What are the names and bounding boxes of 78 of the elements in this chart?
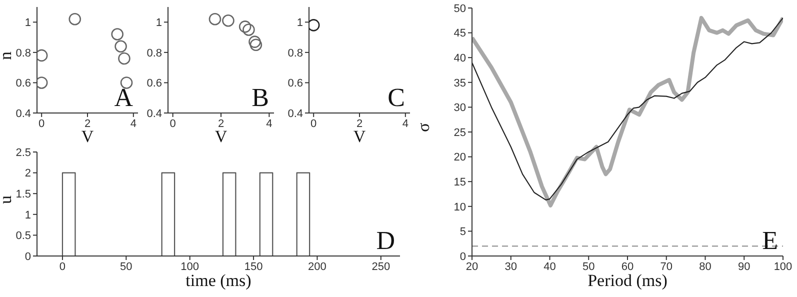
- x-axis-title: time (ms): [186, 271, 252, 290]
- point: [250, 38, 262, 52]
- x-tick-label: 250: [372, 260, 390, 273]
- x-tick-label: 0: [310, 118, 317, 130]
- y-tick-label: 0.8: [288, 47, 303, 60]
- y-tick-label: 20: [454, 152, 466, 164]
- x-axis-title: V: [353, 127, 366, 146]
- y-tick-label: 0.6: [288, 78, 303, 90]
- y-tick-label: 0.4: [288, 108, 303, 120]
- y-tick-label: 0.4: [146, 108, 162, 120]
- x-tick-label: 80: [699, 260, 712, 273]
- x-tick-label: 4: [266, 118, 272, 130]
- y-tick-label: 1: [24, 17, 31, 30]
- x-tick-label: 90: [738, 260, 750, 273]
- x-axis-title: Period (ms): [588, 271, 668, 290]
- y-tick-label: 10: [454, 201, 466, 214]
- x-tick-label: 4: [402, 118, 408, 130]
- y-tick-label: 1: [296, 17, 303, 30]
- y-tick-label: 50: [454, 2, 466, 15]
- x-tick-label: 2: [84, 118, 91, 130]
- x-tick-label: 0: [170, 118, 176, 130]
- annotation: C: [388, 83, 405, 112]
- point: [248, 36, 261, 48]
- y-tick-label: 25: [454, 126, 466, 139]
- point: [118, 52, 130, 65]
- x-tick-label: 30: [504, 260, 517, 273]
- x-tick-label: 100: [774, 260, 792, 273]
- y-axis-title: σ: [414, 122, 434, 132]
- x-tick-label: 70: [660, 260, 672, 273]
- y-tick-label: 2: [24, 168, 31, 180]
- y-tick-label: 45: [454, 28, 466, 40]
- point: [37, 49, 48, 62]
- y-tick-label: 0.8: [16, 47, 31, 60]
- y-tick-label: 30: [454, 102, 466, 114]
- x-tick-label: 2: [356, 118, 363, 130]
- x-axis-title: V: [214, 127, 228, 146]
- y-tick-label: 1: [156, 17, 162, 30]
- x-tick-label: 50: [120, 260, 132, 273]
- annotation: E: [762, 226, 778, 255]
- y-tick-label: 0: [460, 250, 466, 263]
- x-tick-label: 4: [130, 118, 136, 130]
- y-tick-label: 0.8: [146, 47, 162, 60]
- y-axis-title: n: [0, 51, 16, 60]
- point: [68, 12, 82, 26]
- point: [37, 76, 48, 89]
- point: [120, 76, 133, 89]
- y-tick-label: 0.5: [16, 230, 31, 242]
- y-tick-label: 0.4: [16, 108, 31, 120]
- point: [242, 24, 255, 36]
- x-tick-label: 100: [180, 260, 200, 273]
- y-tick-label: 0: [24, 250, 31, 263]
- x-tick-label: 200: [308, 260, 326, 273]
- point: [114, 40, 127, 53]
- y-tick-label: 2.5: [16, 146, 31, 159]
- point: [111, 28, 124, 40]
- x-tick-label: 2: [218, 118, 224, 130]
- x-axis-title: V: [81, 127, 94, 146]
- y-tick-label: 40: [454, 52, 466, 65]
- y-tick-label: 0.6: [146, 78, 162, 90]
- point: [222, 14, 234, 27]
- annotation: B: [252, 83, 269, 112]
- x-tick-label: 40: [544, 260, 556, 273]
- y-tick-label: 15: [454, 176, 466, 189]
- y-tick-label: 1: [24, 209, 31, 222]
- y-tick-label: 0.6: [16, 78, 31, 90]
- x-tick-label: 150: [244, 260, 263, 273]
- annotation: D: [376, 226, 395, 255]
- x-tick-label: 50: [582, 260, 595, 273]
- point: [238, 20, 252, 33]
- y-tick-label: 5: [460, 226, 466, 238]
- y-axis-title: u: [0, 195, 16, 204]
- y-tick-label: 35: [454, 77, 466, 90]
- x-tick-label: 0: [59, 260, 66, 273]
- annotation: A: [114, 83, 133, 112]
- x-tick-label: 60: [621, 260, 634, 273]
- x-tick-label: 0: [38, 118, 45, 130]
- y-tick-label: 1.5: [16, 188, 31, 201]
- point: [208, 12, 222, 26]
